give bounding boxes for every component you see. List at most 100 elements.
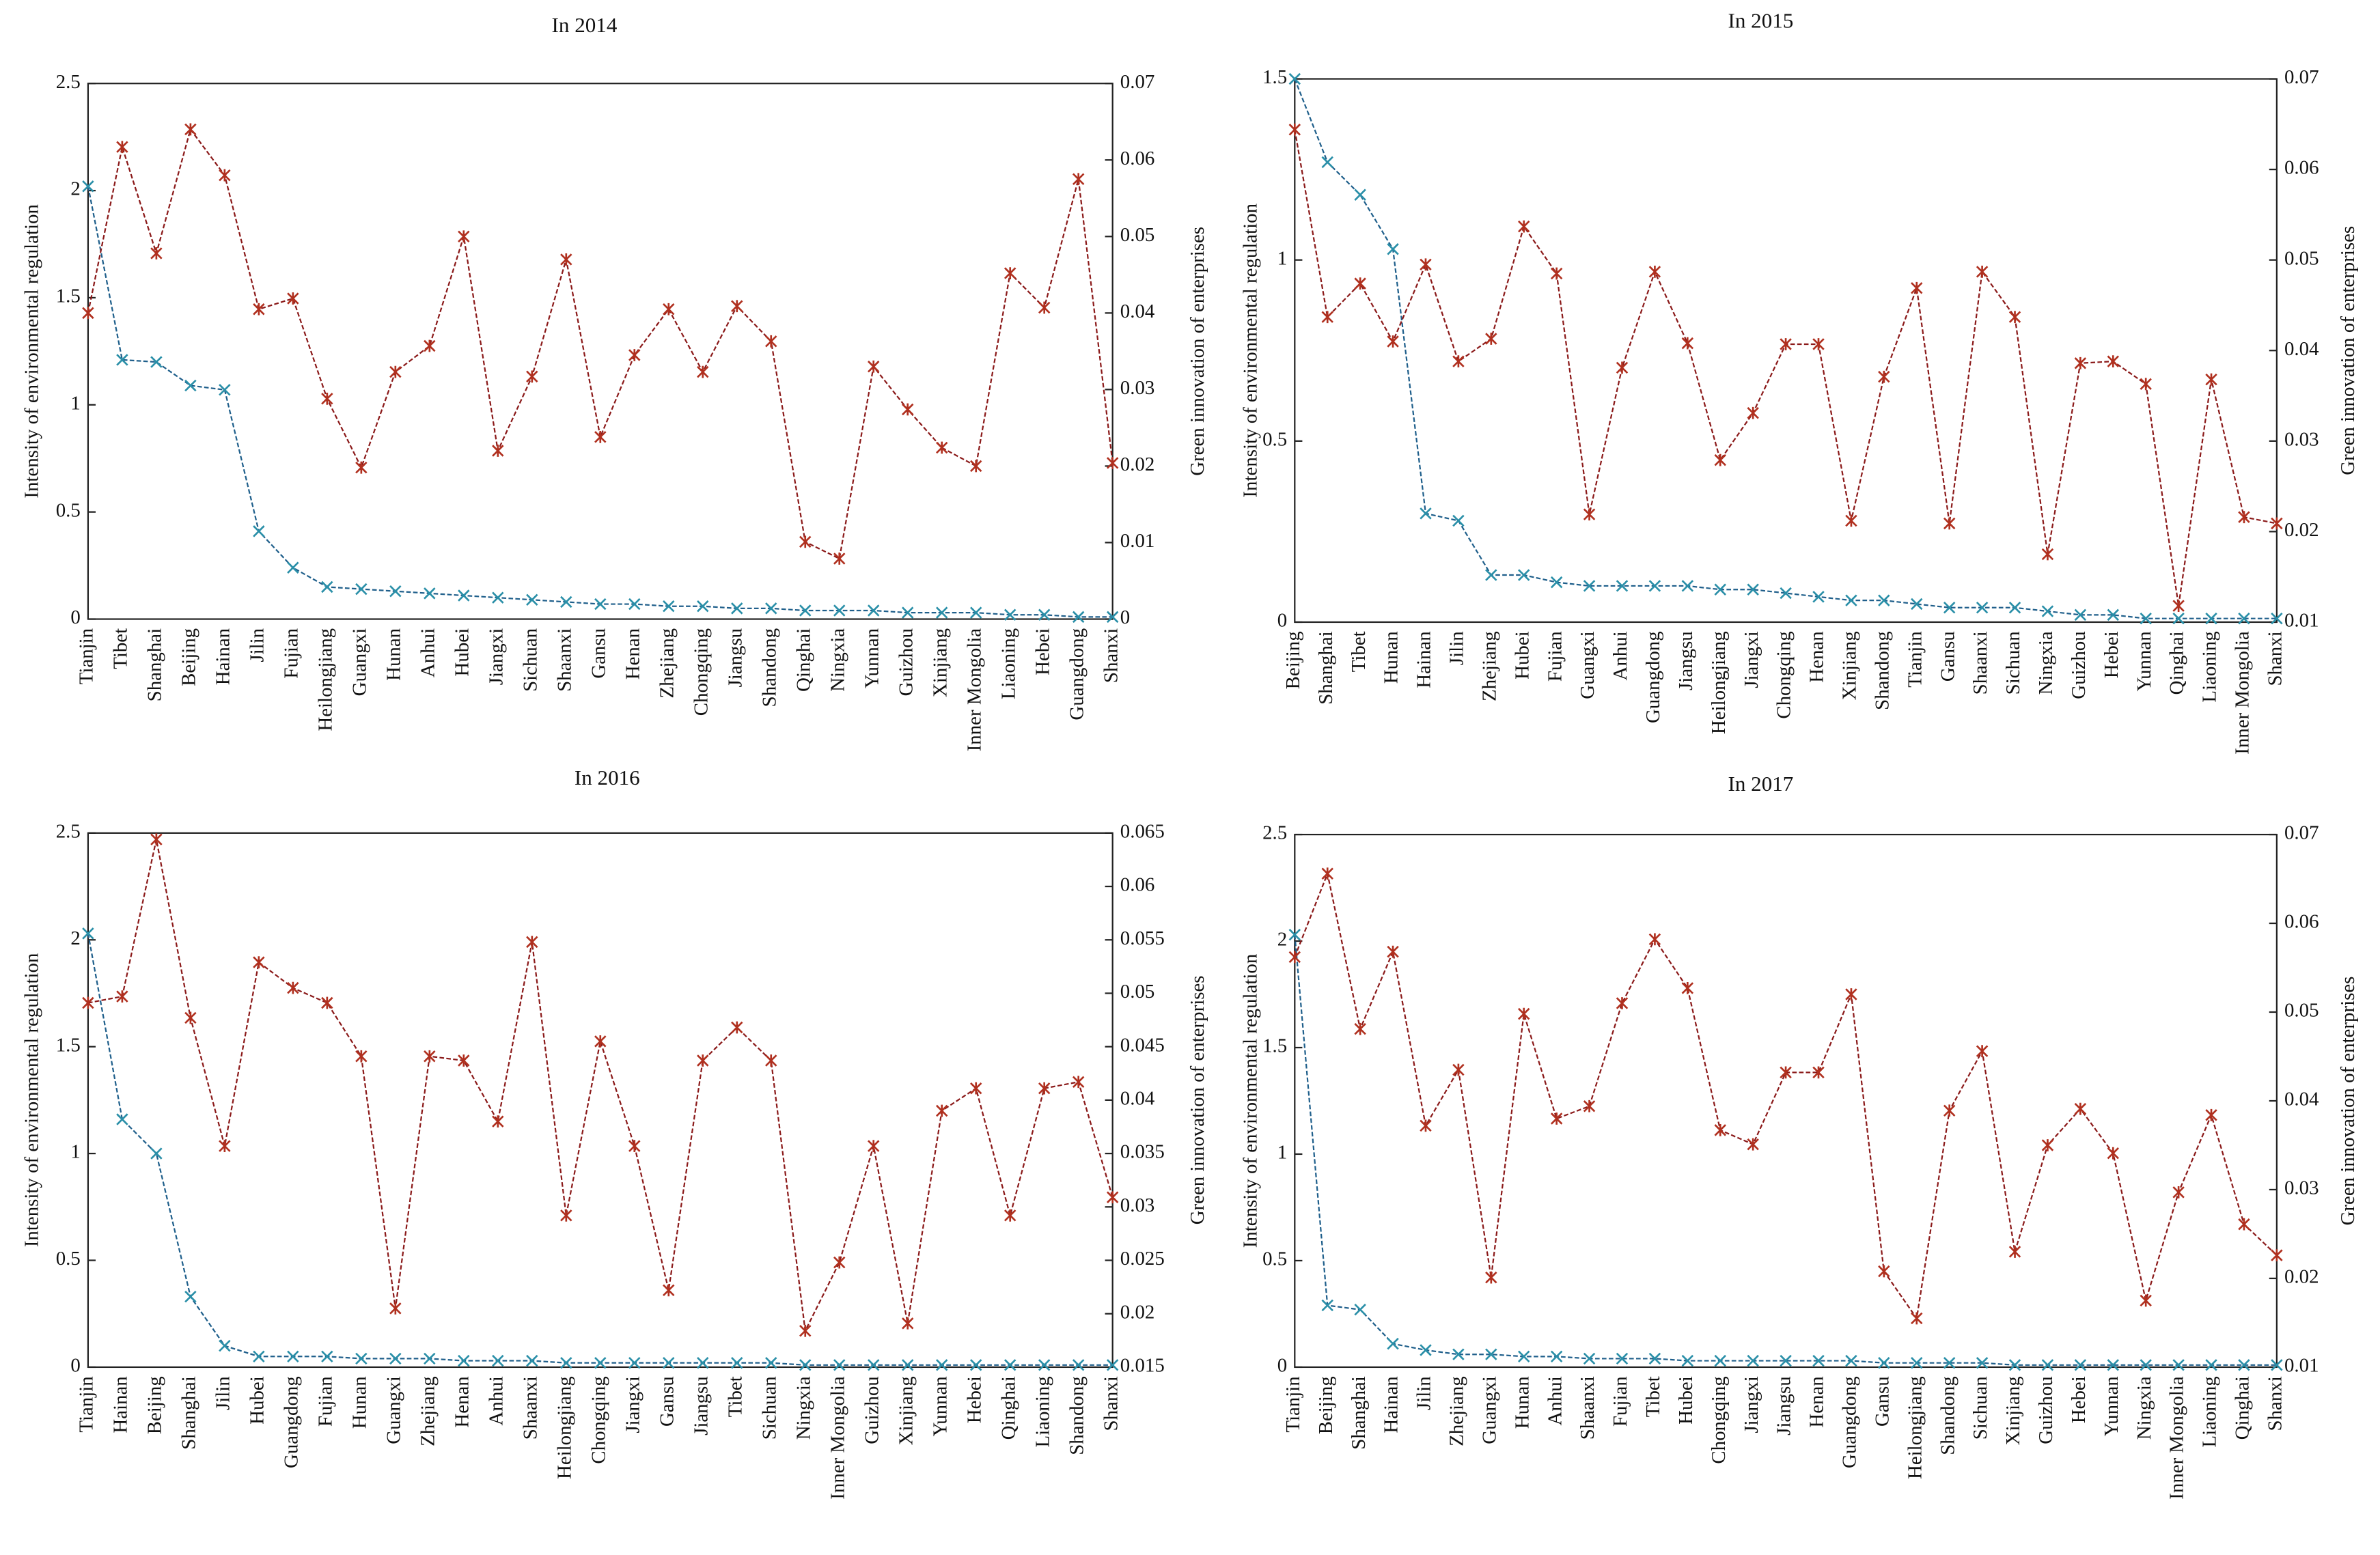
data-point (424, 1050, 436, 1063)
data-point (1681, 982, 1694, 994)
y2-tick-label: 0.02 (2284, 519, 2319, 541)
data-point (2172, 1359, 2185, 1371)
data-point (969, 460, 982, 473)
data-point (287, 292, 299, 305)
data-point (1648, 933, 1661, 946)
data-point (150, 833, 163, 846)
x-tick-label: Jiangsu (1773, 1376, 1795, 1435)
data-point (321, 1350, 333, 1363)
x-tick-label: Hubei (1675, 1376, 1697, 1425)
x-tick-label: Shanxi (1100, 1376, 1122, 1431)
data-point (1583, 1352, 1596, 1365)
x-tick-label: Guangxi (383, 1376, 404, 1444)
data-point (2008, 1246, 2021, 1258)
data-point (184, 1011, 197, 1024)
y2-tick-label: 0.055 (1120, 927, 1165, 949)
y-tick-label: 0 (1277, 610, 1287, 632)
data-point (2172, 600, 2185, 613)
data-point (1387, 243, 1399, 255)
x-tick-label: Tibet (724, 1376, 746, 1417)
y-tick-label: 0.5 (1262, 428, 1287, 450)
x-tick-label: Sichuan (519, 628, 541, 692)
y-axis-label: Intensity of environmental regulation (21, 953, 43, 1248)
data-point (321, 580, 333, 593)
x-tick-label: Yunnan (929, 1376, 951, 1436)
data-point (697, 365, 709, 378)
y-tick-label: 1 (70, 392, 80, 414)
data-point (526, 1354, 538, 1367)
x-tick-label: Guizhou (2035, 1376, 2057, 1444)
data-point (833, 604, 846, 617)
data-point (458, 1054, 470, 1067)
x-tick-label: Beijing (178, 628, 200, 686)
data-point (424, 339, 436, 352)
y2-axis-label: Green innovation of enterprises (2337, 977, 2359, 1226)
data-point (1288, 951, 1301, 964)
data-point (1878, 370, 1890, 383)
y2-tick-label: 0.06 (1120, 874, 1155, 896)
data-point (2205, 612, 2217, 625)
data-point (1354, 1303, 1366, 1316)
y2-axis-label: Green innovation of enterprises (1187, 975, 1208, 1224)
data-point (492, 1354, 504, 1367)
data-point (1072, 173, 1085, 186)
x-tick-label: Zhejiang (1446, 1376, 1468, 1446)
x-tick-label: Hubei (1511, 631, 1533, 680)
x-tick-label: Fujian (1544, 631, 1566, 682)
x-tick-label: Guizhou (2068, 631, 2090, 699)
data-point (116, 990, 128, 1003)
x-tick-label: Xinjiang (929, 628, 951, 697)
data-point (184, 123, 197, 136)
x-tick-label: Yunnan (861, 628, 883, 688)
x-tick-label: Yunnan (2133, 631, 2155, 691)
data-point (389, 1352, 402, 1365)
data-point (1518, 1007, 1530, 1020)
data-point (1911, 281, 1923, 294)
data-point (2238, 1359, 2250, 1371)
y-axis-label: Intensity of environmental regulation (1240, 954, 1262, 1248)
data-point (1288, 123, 1301, 136)
data-point (2107, 1359, 2120, 1371)
x-tick-label: Guangxi (348, 628, 370, 696)
data-point (1004, 267, 1016, 279)
x-tick-label: Guangxi (1577, 631, 1599, 699)
x-tick-label: Shaanxi (553, 628, 575, 692)
data-point (1321, 867, 1333, 880)
data-point (184, 1290, 197, 1303)
data-point (1943, 1356, 1956, 1369)
y2-tick-label: 0.05 (1120, 224, 1155, 246)
data-point (765, 335, 777, 348)
data-point (389, 585, 402, 598)
series-line (1294, 129, 2278, 606)
data-point (969, 1082, 982, 1095)
x-tick-label: Guangdong (1066, 628, 1088, 720)
data-point (1485, 1348, 1497, 1360)
data-point (287, 1350, 299, 1363)
data-point (2172, 1186, 2185, 1199)
y-tick-label: 2 (1277, 929, 1287, 951)
data-point (1038, 301, 1051, 314)
data-point (355, 1050, 368, 1063)
data-point (150, 1147, 163, 1160)
y2-tick-label: 0.035 (1120, 1141, 1165, 1163)
data-point (1845, 514, 1857, 527)
data-point (1354, 188, 1366, 201)
data-point (1038, 1082, 1051, 1095)
data-point (2107, 1147, 2120, 1160)
y2-axis-label: Green innovation of enterprises (2337, 226, 2359, 475)
x-tick-label: Yunnan (2101, 1376, 2122, 1436)
y2-tick-label: 0.02 (1120, 1301, 1155, 1323)
data-point (1878, 1265, 1890, 1278)
data-point (2041, 1139, 2054, 1151)
x-tick-label: Liaoning (2199, 1376, 2221, 1447)
x-tick-label: Xinjiang (2002, 1376, 2024, 1445)
x-tick-label: Hebei (2068, 1376, 2090, 1423)
data-point (2107, 608, 2120, 621)
y2-tick-label: 0.04 (2284, 1089, 2319, 1110)
data-point (1780, 587, 1792, 600)
data-point (1747, 406, 1759, 419)
data-point (1072, 1359, 1085, 1371)
x-tick-label: Jiangsu (724, 628, 746, 688)
data-point (2074, 356, 2087, 369)
